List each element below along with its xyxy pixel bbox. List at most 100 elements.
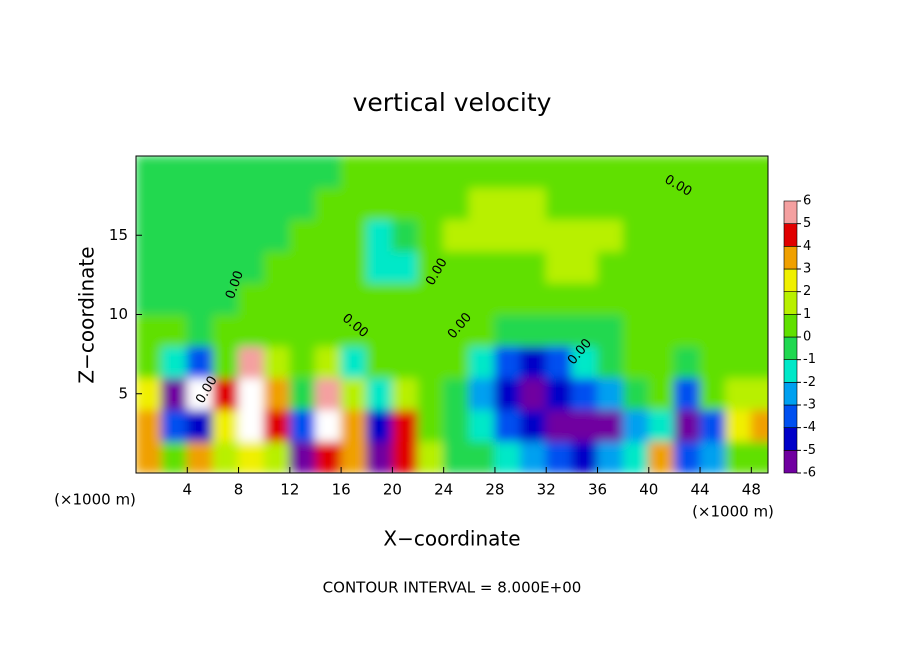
field-cell	[366, 218, 393, 252]
field-cell	[136, 156, 163, 189]
colorbar-label: 5	[803, 216, 811, 231]
field-cell	[468, 377, 496, 411]
field-cell	[391, 187, 419, 220]
field-cell	[597, 345, 624, 379]
field-cell	[391, 156, 419, 189]
field-cell	[750, 187, 768, 220]
field-cell	[391, 282, 419, 315]
field-cell	[417, 345, 445, 379]
colorbar-box	[783, 382, 798, 406]
field-cell	[238, 440, 265, 473]
colorbar-label: -5	[803, 443, 816, 458]
field-cell	[263, 377, 291, 411]
field-cell	[622, 156, 650, 189]
field-cell	[212, 345, 240, 379]
field-cell	[673, 409, 701, 442]
field-cell	[648, 156, 675, 189]
field-cell	[520, 156, 547, 189]
field-cell	[648, 377, 675, 411]
colorbar-box	[783, 404, 798, 428]
field-cell	[494, 156, 522, 189]
field-cell	[520, 314, 547, 347]
field-cell	[494, 187, 522, 220]
field-cell	[699, 377, 727, 411]
field-cell	[545, 345, 573, 379]
field-cell	[314, 250, 342, 284]
field-cell	[571, 409, 599, 442]
field-cell	[161, 250, 188, 284]
field-cell	[468, 314, 496, 347]
field-cell	[571, 156, 599, 189]
field-cell	[314, 377, 342, 411]
colorbar-label: 6	[803, 194, 811, 209]
field-cell	[263, 440, 291, 473]
field-cell	[673, 314, 701, 347]
colorbar-label: 1	[803, 307, 811, 322]
field-cell	[468, 440, 496, 473]
field-cell	[545, 250, 573, 284]
field-cell	[289, 440, 316, 473]
field-cell	[520, 377, 547, 411]
field-cell	[366, 409, 393, 442]
field-cell	[571, 345, 599, 379]
field-cell	[238, 250, 265, 284]
field-cell	[597, 218, 624, 252]
field-cell	[443, 345, 470, 379]
field-cell	[571, 218, 599, 252]
x-tick-label: 40	[639, 481, 658, 499]
footer: CONTOUR INTERVAL = 8.000E+00	[323, 579, 582, 597]
field	[136, 156, 768, 473]
field-cell	[161, 218, 188, 252]
field-cell	[597, 440, 624, 473]
field-cell	[161, 314, 188, 347]
field-cell	[468, 345, 496, 379]
field-cell	[186, 314, 214, 347]
field-cell	[725, 250, 752, 284]
field-cell	[314, 187, 342, 220]
field-cell	[238, 377, 265, 411]
field-cell	[238, 218, 265, 252]
field-cell	[263, 250, 291, 284]
field-cell	[494, 377, 522, 411]
x-tick-label: 44	[691, 481, 710, 499]
field-cell	[468, 282, 496, 315]
field-cell	[725, 187, 752, 220]
field-cell	[443, 377, 470, 411]
field-cell	[263, 345, 291, 379]
field-cell	[750, 440, 768, 473]
field-cell	[443, 250, 470, 284]
field-cell	[750, 345, 768, 379]
field-cell	[391, 377, 419, 411]
field-cell	[366, 377, 393, 411]
colorbar-box	[783, 291, 798, 315]
field-cell	[468, 218, 496, 252]
field-cell	[494, 314, 522, 347]
field-cell	[622, 187, 650, 220]
field-cell	[238, 156, 265, 189]
field-cell	[186, 440, 214, 473]
field-cell	[417, 440, 445, 473]
field-cell	[263, 282, 291, 315]
field-cell	[417, 218, 445, 252]
field-cell	[494, 282, 522, 315]
field-cell	[494, 440, 522, 473]
field-cell	[673, 345, 701, 379]
field-cell	[238, 314, 265, 347]
field-cell	[314, 409, 342, 442]
colorbar-box	[783, 223, 798, 247]
field-cell	[417, 187, 445, 220]
field-cell	[699, 187, 727, 220]
field-cell	[417, 314, 445, 347]
field-cell	[443, 156, 470, 189]
field-cell	[314, 440, 342, 473]
field-cell	[545, 314, 573, 347]
field-cell	[161, 440, 188, 473]
colorbar-label: -4	[803, 420, 816, 435]
field-cell	[699, 409, 727, 442]
field-cell	[520, 218, 547, 252]
field-cell	[314, 218, 342, 252]
field-cell	[340, 409, 368, 442]
x-axis-label: X−coordinate	[383, 527, 520, 551]
field-cell	[571, 440, 599, 473]
